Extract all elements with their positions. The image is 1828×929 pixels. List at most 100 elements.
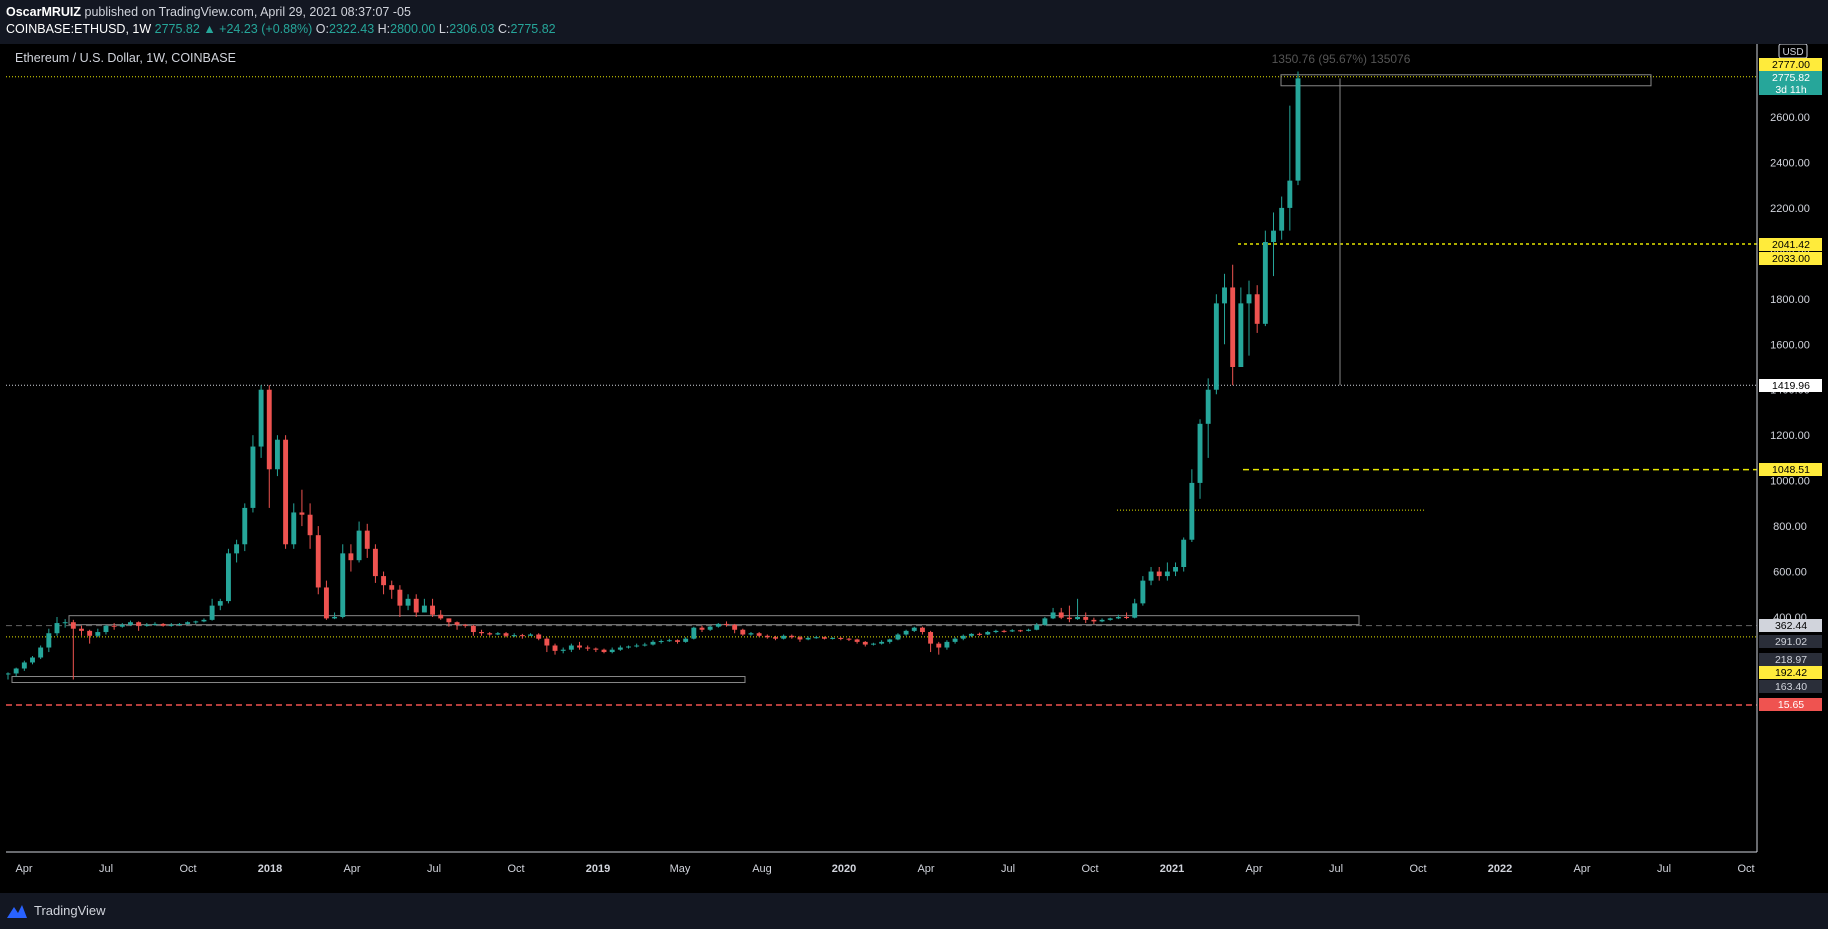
candle-body	[903, 630, 909, 635]
close-value: 2775.82	[510, 22, 556, 36]
candle-body	[928, 632, 934, 644]
drawings-layer: 1350.76 (95.67%) 135076	[6, 52, 1757, 706]
candle-body	[1197, 423, 1203, 483]
candle-body	[479, 632, 484, 634]
candle-body	[136, 622, 142, 626]
candle-body	[773, 637, 778, 639]
candle-body	[634, 645, 640, 647]
candle-body	[323, 587, 329, 619]
candle-body	[405, 598, 411, 606]
candle-body	[397, 589, 403, 606]
candle-body	[1075, 617, 1081, 620]
candle-body	[315, 535, 321, 588]
tradingview-brand[interactable]: TradingView	[34, 903, 106, 918]
price-label-box	[1759, 58, 1822, 71]
x-tick-label: Jul	[1657, 863, 1671, 875]
candle-body	[95, 632, 101, 636]
price-label-box	[1759, 653, 1822, 666]
price-label-box	[1759, 463, 1822, 476]
candle-body	[503, 633, 509, 636]
candle-body	[111, 625, 117, 627]
candle-body	[144, 624, 150, 626]
candle-body	[1042, 618, 1048, 625]
x-tick-label: Jul	[99, 863, 113, 875]
candle-body	[977, 633, 983, 635]
x-tick-label: Oct	[1737, 863, 1754, 875]
price-label-text: 362.44	[1775, 620, 1807, 632]
candle-body	[348, 553, 354, 561]
candle-body	[1066, 617, 1072, 620]
candle-body	[985, 632, 991, 635]
candle-body	[699, 627, 705, 630]
candle-body	[1205, 389, 1211, 424]
price-label-box	[1759, 666, 1822, 679]
low-value: 2306.03	[449, 22, 495, 36]
last-price: 2775.82	[154, 22, 200, 36]
candle-body	[389, 585, 395, 590]
candle-body	[862, 641, 868, 645]
candle-body	[960, 635, 966, 639]
candle-body	[1091, 619, 1097, 622]
candle-body	[870, 643, 876, 645]
price-label-box	[1759, 379, 1822, 392]
candle-body	[813, 637, 819, 639]
price-label-text: 2041.42	[1772, 239, 1810, 251]
candle-body	[1140, 580, 1146, 604]
candle-body	[430, 605, 436, 615]
price-label-text: 15.65	[1778, 699, 1804, 711]
candle-body	[193, 621, 199, 623]
x-tick-label: Jul	[1001, 863, 1015, 875]
candle-body	[283, 439, 289, 545]
candle-body	[1213, 303, 1219, 390]
candle-body	[577, 645, 582, 648]
candle-body	[1246, 294, 1252, 304]
candle-body	[70, 622, 76, 629]
price-label-text: 2033.00	[1772, 253, 1810, 265]
candle-body	[307, 514, 313, 536]
support-zone-box	[11, 676, 746, 684]
candle-body	[454, 622, 460, 625]
candle-body	[748, 633, 754, 635]
candle-body	[79, 628, 84, 631]
candle-body	[119, 624, 125, 627]
chart-pane[interactable]: Ethereum / U.S. Dollar, 1W, COINBASE 135…	[5, 43, 1828, 893]
candle-body	[993, 630, 999, 633]
open-value: 2322.43	[328, 22, 375, 36]
candle-body	[944, 641, 950, 648]
x-tick-label: 2020	[832, 863, 856, 875]
candle-body	[609, 649, 615, 653]
candles-layer	[5, 71, 1301, 680]
price-chart[interactable]: 1350.76 (95.67%) 135076 USD400.00600.008…	[5, 43, 1828, 893]
candle-body	[715, 623, 721, 627]
candle-body	[1050, 612, 1056, 619]
candle-body	[1083, 617, 1089, 620]
open-label: O:	[315, 22, 329, 36]
price-label-box	[1759, 238, 1822, 251]
publisher-name[interactable]: OscarMRUIZ	[6, 5, 82, 19]
candle-body	[911, 627, 917, 631]
price-label-text: 291.02	[1775, 636, 1807, 648]
price-label-text: 192.42	[1775, 667, 1807, 679]
candle-body	[552, 645, 558, 651]
x-tick-label: Aug	[752, 863, 772, 875]
y-tick-label: 1800.00	[1770, 294, 1810, 306]
candle-body	[675, 640, 680, 642]
y-tick-label: 800.00	[1773, 521, 1807, 533]
candle-body	[340, 553, 346, 617]
footer-bar: TradingView	[0, 893, 1828, 929]
tradingview-logo-icon[interactable]	[6, 901, 28, 924]
x-tick-label: 2021	[1160, 863, 1184, 875]
candle-body	[177, 623, 182, 625]
candle-body	[438, 614, 444, 619]
price-label-text: 218.97	[1775, 654, 1807, 666]
candle-body	[299, 512, 305, 515]
x-tick-label: Apr	[917, 863, 934, 875]
candle-body	[274, 439, 280, 470]
ohlc-legend: COINBASE:ETHUSD, 1W 2775.82 ▲ +24.23 (+0…	[6, 22, 556, 36]
candle-body	[128, 622, 133, 625]
candle-body	[936, 643, 942, 648]
x-tick-label: 2018	[258, 863, 282, 875]
candle-body	[13, 668, 19, 674]
candle-body	[1222, 287, 1227, 304]
candle-body	[1254, 294, 1260, 324]
